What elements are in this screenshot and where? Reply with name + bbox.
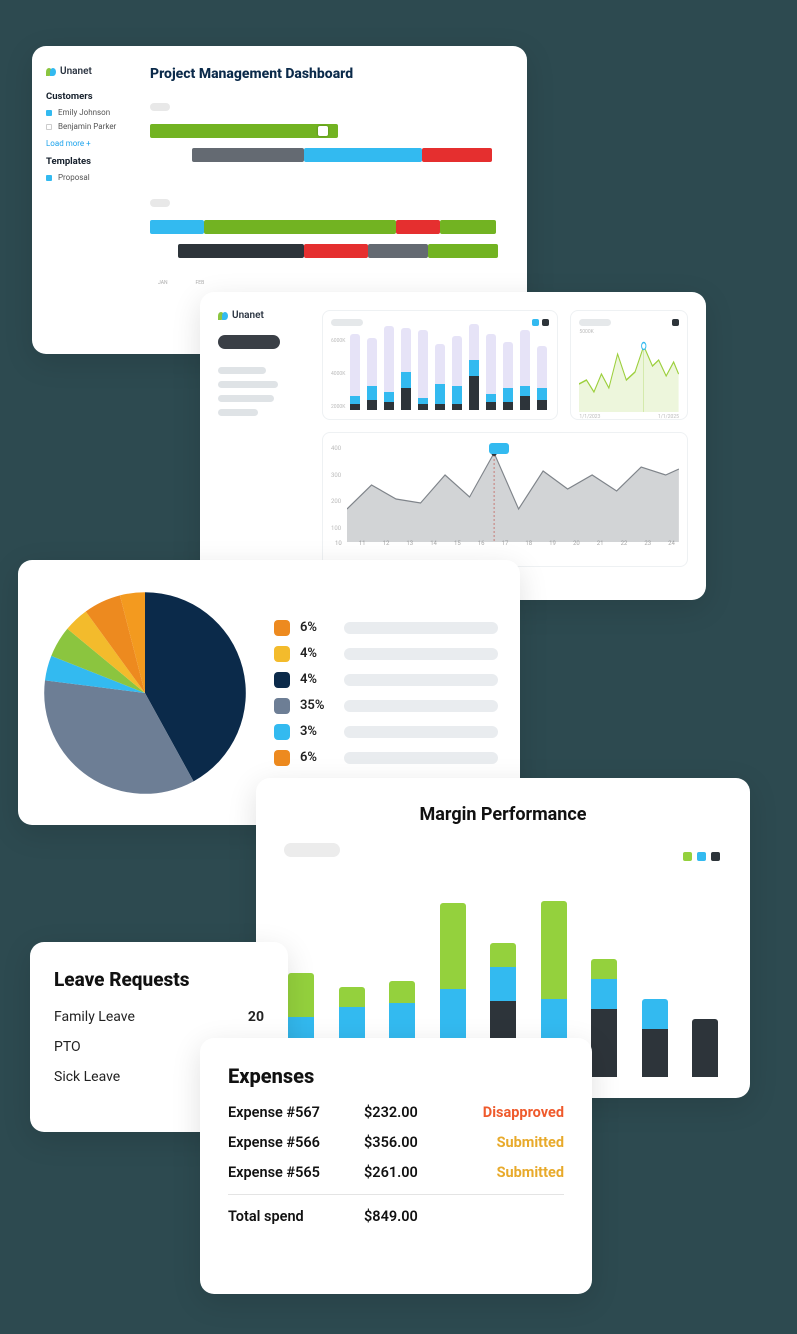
customers-heading: Customers (46, 91, 140, 102)
gantt-chart (150, 98, 515, 260)
brand-name: Unanet (232, 310, 264, 321)
bar (469, 324, 479, 410)
chart-callout (489, 443, 508, 454)
bar (537, 346, 547, 410)
legend-row: 4% (274, 646, 498, 662)
margin-title: Margin Performance (284, 804, 722, 825)
total-label: Total spend (228, 1208, 364, 1225)
gantt-bar[interactable] (150, 220, 204, 234)
panel-title-placeholder (579, 319, 611, 326)
analytics-card: Unanet 6000K4000K2000K 5000K (200, 292, 706, 600)
gantt-row (150, 218, 515, 236)
pie-legend: 6% 4% 4% 35% 3% 6% (274, 610, 498, 776)
bar (401, 328, 411, 410)
nav-item[interactable] (218, 367, 266, 374)
legend-row: 35% (274, 698, 498, 714)
gantt-bar[interactable] (178, 244, 304, 258)
brand-name: Unanet (60, 66, 92, 77)
panel-title-placeholder (331, 319, 363, 326)
gantt-row (150, 242, 515, 260)
template-item[interactable]: Proposal (46, 173, 140, 182)
bar-chart (348, 338, 549, 410)
analytics-sidebar: Unanet (218, 310, 308, 582)
line-ylabel: 5000K (579, 329, 593, 335)
bar (435, 344, 445, 410)
nav-item[interactable] (218, 409, 258, 416)
gantt-bar[interactable] (304, 148, 422, 162)
total-amount: $849.00 (364, 1208, 454, 1225)
gantt-row (150, 170, 515, 188)
templates-heading: Templates (46, 156, 140, 167)
bar (384, 326, 394, 410)
expenses-total-row: Total spend $849.00 (228, 1208, 564, 1225)
brand-logo: Unanet (218, 310, 308, 321)
gantt-bar[interactable] (192, 148, 304, 162)
divider (228, 1194, 564, 1195)
subtitle-placeholder (284, 843, 340, 857)
gantt-bar[interactable] (150, 124, 338, 138)
line-chart-panel: 5000K 1/1/20231/1/2025 (570, 310, 688, 420)
legend-row: 3% (274, 724, 498, 740)
gantt-bar[interactable] (428, 244, 498, 258)
bar-chart-panel: 6000K4000K2000K (322, 310, 558, 420)
bar (486, 334, 496, 410)
customer-item[interactable]: Benjamin Parker (46, 122, 140, 131)
gantt-row (150, 194, 515, 212)
expense-row: Expense #567$232.00Disapproved (228, 1104, 564, 1121)
gantt-bar[interactable] (204, 220, 396, 234)
margin-bar (591, 959, 617, 1077)
gantt-bar[interactable] (304, 244, 368, 258)
brand-logo: Unanet (46, 66, 140, 77)
bar (418, 330, 428, 410)
bar (452, 336, 462, 410)
bar (367, 338, 377, 410)
leave-row: Family Leave20 (54, 1009, 264, 1025)
nav-item[interactable] (218, 381, 278, 388)
pm-sidebar: Unanet Customers Emily Johnson Benjamin P… (32, 66, 150, 340)
margin-bar (642, 999, 668, 1077)
leave-title: Leave Requests (54, 968, 264, 991)
load-more-link[interactable]: Load more + (46, 139, 140, 148)
sidebar-primary-button[interactable] (218, 335, 280, 349)
gantt-axis: JANFEB (150, 280, 515, 286)
expenses-card: Expenses Expense #567$232.00Disapproved E… (200, 1038, 592, 1294)
pie-chart (40, 588, 250, 798)
gantt-bar[interactable] (422, 148, 492, 162)
bar (350, 334, 360, 410)
legend-row: 6% (274, 620, 498, 636)
bar (520, 330, 530, 410)
bar (503, 342, 513, 410)
pm-title: Project Management Dashboard (150, 66, 515, 82)
customer-item[interactable]: Emily Johnson (46, 108, 140, 117)
logo-icon (218, 312, 228, 320)
line-chart (579, 336, 679, 412)
expense-row: Expense #566$356.00Submitted (228, 1134, 564, 1151)
gantt-bar[interactable] (396, 220, 440, 234)
gantt-row (150, 146, 515, 164)
area-chart-panel: 400300200100 101112131415161718192021222… (322, 432, 688, 567)
expense-row: Expense #565$261.00Submitted (228, 1164, 564, 1181)
logo-icon (46, 68, 56, 76)
area-chart (347, 447, 679, 542)
gantt-bar[interactable] (368, 244, 428, 258)
expenses-title: Expenses (228, 1064, 564, 1088)
margin-bar (692, 1019, 718, 1077)
legend-row: 4% (274, 672, 498, 688)
gantt-row (150, 122, 515, 140)
legend-row: 6% (274, 750, 498, 766)
nav-item[interactable] (218, 395, 274, 402)
gantt-row (150, 98, 515, 116)
gantt-bar[interactable] (440, 220, 496, 234)
